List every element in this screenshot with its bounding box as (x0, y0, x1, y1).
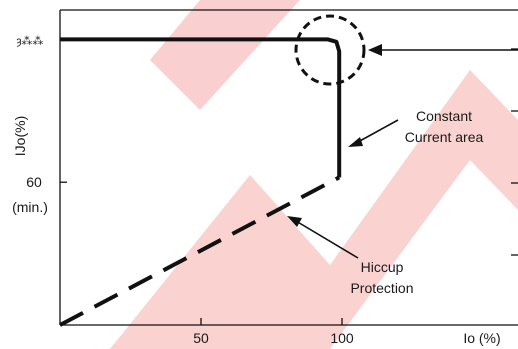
y-axis-label: IJo(%) (12, 116, 28, 156)
x-tick-label: 50 (193, 330, 209, 346)
watermark-shape (110, 70, 518, 349)
x-ticks: 50 100 (193, 318, 354, 346)
x-axis-label: Io (%) (463, 330, 500, 346)
hiccup-protection-annotation: Hiccup Protection (350, 259, 413, 296)
x-tick-label: 100 (330, 330, 354, 346)
series-line-dashed (59, 175, 341, 327)
limit-highlight-circle (294, 14, 366, 86)
watermark-shape (150, 0, 300, 110)
watermark (110, 0, 518, 349)
right-edge-ticks (511, 48, 518, 256)
highlight-arrow (368, 44, 518, 56)
constant-current-arrow (348, 119, 399, 147)
constant-current-annotation: Constant Current area (405, 108, 484, 145)
y-tick-label: 60 (26, 174, 42, 190)
y-tick-sublabel: (min.) (12, 199, 48, 215)
hiccup-arrow (287, 216, 359, 259)
series-group (59, 37, 342, 327)
y-tick-label: ȝ⁂⁂ (17, 35, 44, 47)
series-line-solid (60, 37, 342, 178)
